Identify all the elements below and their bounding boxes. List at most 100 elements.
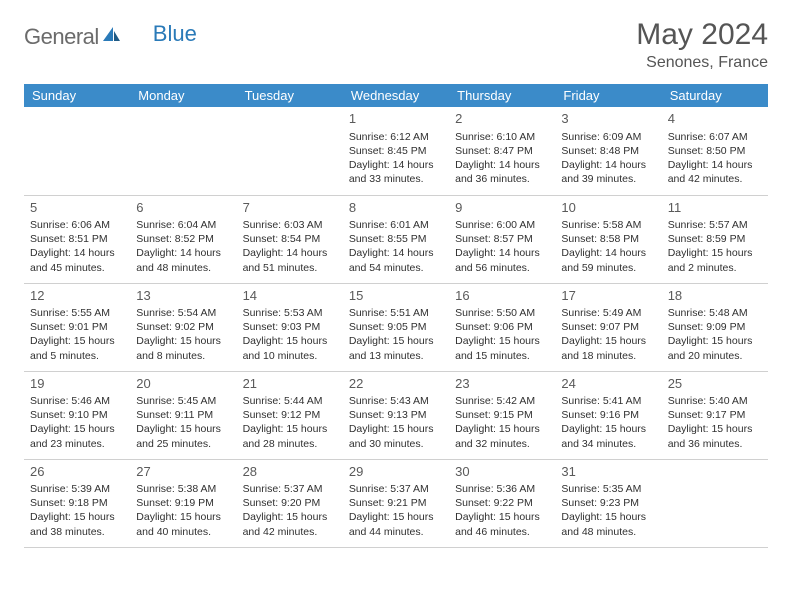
day-number: 14	[243, 287, 337, 305]
day-number: 31	[561, 463, 655, 481]
sunset-line: Sunset: 9:19 PM	[136, 496, 230, 510]
sunrise-line: Sunrise: 5:55 AM	[30, 306, 124, 320]
sunrise-line: Sunrise: 5:51 AM	[349, 306, 443, 320]
logo-text-gray: General	[24, 24, 99, 50]
sunrise-line: Sunrise: 5:37 AM	[243, 482, 337, 496]
sunrise-line: Sunrise: 5:38 AM	[136, 482, 230, 496]
day-number: 7	[243, 199, 337, 217]
calendar-day-cell: 5Sunrise: 6:06 AMSunset: 8:51 PMDaylight…	[24, 195, 130, 283]
sunset-line: Sunset: 9:10 PM	[30, 408, 124, 422]
sunrise-line: Sunrise: 5:45 AM	[136, 394, 230, 408]
calendar-day-cell: 26Sunrise: 5:39 AMSunset: 9:18 PMDayligh…	[24, 459, 130, 547]
daylight-line: Daylight: 15 hours and 40 minutes.	[136, 510, 230, 538]
calendar-week-row: 12Sunrise: 5:55 AMSunset: 9:01 PMDayligh…	[24, 283, 768, 371]
sunset-line: Sunset: 8:54 PM	[243, 232, 337, 246]
daylight-line: Daylight: 15 hours and 48 minutes.	[561, 510, 655, 538]
day-header: Saturday	[662, 84, 768, 107]
calendar-day-cell: 4Sunrise: 6:07 AMSunset: 8:50 PMDaylight…	[662, 107, 768, 195]
daylight-line: Daylight: 14 hours and 59 minutes.	[561, 246, 655, 274]
sunrise-line: Sunrise: 6:03 AM	[243, 218, 337, 232]
sunrise-line: Sunrise: 6:04 AM	[136, 218, 230, 232]
daylight-line: Daylight: 15 hours and 30 minutes.	[349, 422, 443, 450]
day-number: 30	[455, 463, 549, 481]
calendar-day-cell: 21Sunrise: 5:44 AMSunset: 9:12 PMDayligh…	[237, 371, 343, 459]
calendar-week-row: 1Sunrise: 6:12 AMSunset: 8:45 PMDaylight…	[24, 107, 768, 195]
header: General Blue May 2024 Senones, France	[24, 18, 768, 72]
sunset-line: Sunset: 9:06 PM	[455, 320, 549, 334]
daylight-line: Daylight: 14 hours and 48 minutes.	[136, 246, 230, 274]
calendar-day-cell: 31Sunrise: 5:35 AMSunset: 9:23 PMDayligh…	[555, 459, 661, 547]
sunset-line: Sunset: 9:01 PM	[30, 320, 124, 334]
day-header: Thursday	[449, 84, 555, 107]
sunset-line: Sunset: 8:57 PM	[455, 232, 549, 246]
daylight-line: Daylight: 14 hours and 56 minutes.	[455, 246, 549, 274]
sunrise-line: Sunrise: 5:39 AM	[30, 482, 124, 496]
calendar-day-cell: 18Sunrise: 5:48 AMSunset: 9:09 PMDayligh…	[662, 283, 768, 371]
calendar-day-cell: 22Sunrise: 5:43 AMSunset: 9:13 PMDayligh…	[343, 371, 449, 459]
calendar-day-cell: 23Sunrise: 5:42 AMSunset: 9:15 PMDayligh…	[449, 371, 555, 459]
daylight-line: Daylight: 15 hours and 38 minutes.	[30, 510, 124, 538]
sunrise-line: Sunrise: 5:43 AM	[349, 394, 443, 408]
day-number: 25	[668, 375, 762, 393]
daylight-line: Daylight: 15 hours and 23 minutes.	[30, 422, 124, 450]
day-number: 20	[136, 375, 230, 393]
day-number: 2	[455, 110, 549, 128]
calendar-day-cell: 7Sunrise: 6:03 AMSunset: 8:54 PMDaylight…	[237, 195, 343, 283]
sunset-line: Sunset: 9:12 PM	[243, 408, 337, 422]
day-number: 13	[136, 287, 230, 305]
sunrise-line: Sunrise: 5:54 AM	[136, 306, 230, 320]
calendar-day-cell: 27Sunrise: 5:38 AMSunset: 9:19 PMDayligh…	[130, 459, 236, 547]
daylight-line: Daylight: 15 hours and 28 minutes.	[243, 422, 337, 450]
day-header: Friday	[555, 84, 661, 107]
sunset-line: Sunset: 9:09 PM	[668, 320, 762, 334]
sunrise-line: Sunrise: 6:12 AM	[349, 130, 443, 144]
day-number: 29	[349, 463, 443, 481]
sunrise-line: Sunrise: 6:10 AM	[455, 130, 549, 144]
sunrise-line: Sunrise: 5:58 AM	[561, 218, 655, 232]
day-header: Tuesday	[237, 84, 343, 107]
daylight-line: Daylight: 14 hours and 36 minutes.	[455, 158, 549, 186]
sunset-line: Sunset: 9:15 PM	[455, 408, 549, 422]
day-number: 22	[349, 375, 443, 393]
calendar-empty-cell	[237, 107, 343, 195]
calendar-day-cell: 16Sunrise: 5:50 AMSunset: 9:06 PMDayligh…	[449, 283, 555, 371]
sunset-line: Sunset: 9:13 PM	[349, 408, 443, 422]
sunset-line: Sunset: 9:11 PM	[136, 408, 230, 422]
daylight-line: Daylight: 14 hours and 45 minutes.	[30, 246, 124, 274]
calendar-empty-cell	[24, 107, 130, 195]
day-number: 19	[30, 375, 124, 393]
sunset-line: Sunset: 9:07 PM	[561, 320, 655, 334]
sunrise-line: Sunrise: 5:36 AM	[455, 482, 549, 496]
daylight-line: Daylight: 14 hours and 54 minutes.	[349, 246, 443, 274]
sunset-line: Sunset: 8:59 PM	[668, 232, 762, 246]
sunset-line: Sunset: 9:23 PM	[561, 496, 655, 510]
sunrise-line: Sunrise: 6:06 AM	[30, 218, 124, 232]
calendar-day-cell: 29Sunrise: 5:37 AMSunset: 9:21 PMDayligh…	[343, 459, 449, 547]
calendar-day-cell: 11Sunrise: 5:57 AMSunset: 8:59 PMDayligh…	[662, 195, 768, 283]
sunset-line: Sunset: 8:45 PM	[349, 144, 443, 158]
calendar-day-cell: 17Sunrise: 5:49 AMSunset: 9:07 PMDayligh…	[555, 283, 661, 371]
calendar-day-cell: 3Sunrise: 6:09 AMSunset: 8:48 PMDaylight…	[555, 107, 661, 195]
calendar-body: 1Sunrise: 6:12 AMSunset: 8:45 PMDaylight…	[24, 107, 768, 547]
sunrise-line: Sunrise: 5:57 AM	[668, 218, 762, 232]
sunset-line: Sunset: 8:52 PM	[136, 232, 230, 246]
calendar-day-cell: 2Sunrise: 6:10 AMSunset: 8:47 PMDaylight…	[449, 107, 555, 195]
page-subtitle: Senones, France	[636, 54, 768, 72]
calendar-day-cell: 20Sunrise: 5:45 AMSunset: 9:11 PMDayligh…	[130, 371, 236, 459]
calendar-day-cell: 13Sunrise: 5:54 AMSunset: 9:02 PMDayligh…	[130, 283, 236, 371]
calendar-day-cell: 6Sunrise: 6:04 AMSunset: 8:52 PMDaylight…	[130, 195, 236, 283]
day-number: 6	[136, 199, 230, 217]
daylight-line: Daylight: 15 hours and 42 minutes.	[243, 510, 337, 538]
sunset-line: Sunset: 9:16 PM	[561, 408, 655, 422]
day-number: 28	[243, 463, 337, 481]
daylight-line: Daylight: 14 hours and 42 minutes.	[668, 158, 762, 186]
day-number: 3	[561, 110, 655, 128]
sunrise-line: Sunrise: 5:40 AM	[668, 394, 762, 408]
day-number: 10	[561, 199, 655, 217]
sunrise-line: Sunrise: 5:37 AM	[349, 482, 443, 496]
sunset-line: Sunset: 9:05 PM	[349, 320, 443, 334]
sunset-line: Sunset: 9:22 PM	[455, 496, 549, 510]
daylight-line: Daylight: 15 hours and 25 minutes.	[136, 422, 230, 450]
calendar-day-cell: 1Sunrise: 6:12 AMSunset: 8:45 PMDaylight…	[343, 107, 449, 195]
calendar-day-cell: 8Sunrise: 6:01 AMSunset: 8:55 PMDaylight…	[343, 195, 449, 283]
